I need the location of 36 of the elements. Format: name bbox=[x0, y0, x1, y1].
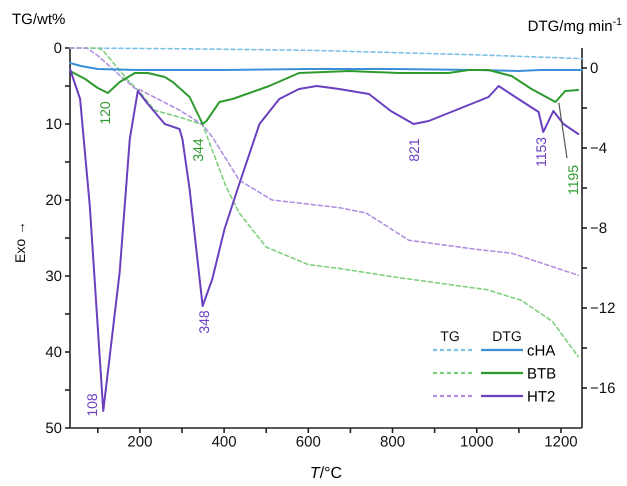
y-tick-label: 30 bbox=[45, 268, 62, 285]
y-axis-title: TG/wt% bbox=[12, 11, 66, 28]
line-series bbox=[69, 47, 580, 276]
annotation: 821 bbox=[406, 138, 422, 162]
x-tick-label: 800 bbox=[380, 434, 406, 451]
y2-axis-title: DTG/mg min$^{-1}$ bbox=[528, 16, 622, 35]
y2-tick-label: −4 bbox=[590, 140, 608, 157]
x-tick-label: 1200 bbox=[544, 434, 578, 451]
y-tick-label: 0 bbox=[54, 40, 62, 57]
annotation: 108 bbox=[84, 393, 100, 417]
y2-tick-label: 0 bbox=[590, 60, 598, 77]
y-tick-label: 40 bbox=[45, 344, 62, 361]
line-series bbox=[69, 62, 583, 72]
y2-tick-label: −12 bbox=[590, 300, 616, 317]
x-tick-label: 200 bbox=[127, 434, 152, 451]
annotation: TG bbox=[440, 328, 460, 344]
y-tick-label: 10 bbox=[45, 116, 62, 133]
line-series bbox=[69, 69, 580, 125]
x-tick-label: 400 bbox=[212, 434, 237, 451]
annotation: 348 bbox=[196, 310, 212, 334]
x-tick-label: 600 bbox=[296, 434, 321, 451]
annotation: 344 bbox=[190, 138, 206, 162]
y-tick-label: 50 bbox=[45, 420, 62, 437]
annotation: 1153 bbox=[532, 136, 549, 168]
legend-label: BTB bbox=[527, 365, 556, 382]
y-tick-label: 20 bbox=[45, 192, 62, 209]
y2-tick-label: −8 bbox=[590, 220, 608, 237]
y2-tick-label: −16 bbox=[590, 380, 616, 397]
legend-label: cHA bbox=[527, 342, 556, 360]
x-tick-label: 1000 bbox=[460, 434, 494, 451]
annotation: DTG bbox=[492, 328, 522, 344]
text: Exo → bbox=[12, 220, 28, 264]
annotation: 1195 bbox=[564, 164, 581, 196]
x-axis-title: T/°C bbox=[310, 465, 342, 482]
legend-label: HT2 bbox=[527, 388, 556, 406]
annotation: 120 bbox=[96, 101, 113, 125]
